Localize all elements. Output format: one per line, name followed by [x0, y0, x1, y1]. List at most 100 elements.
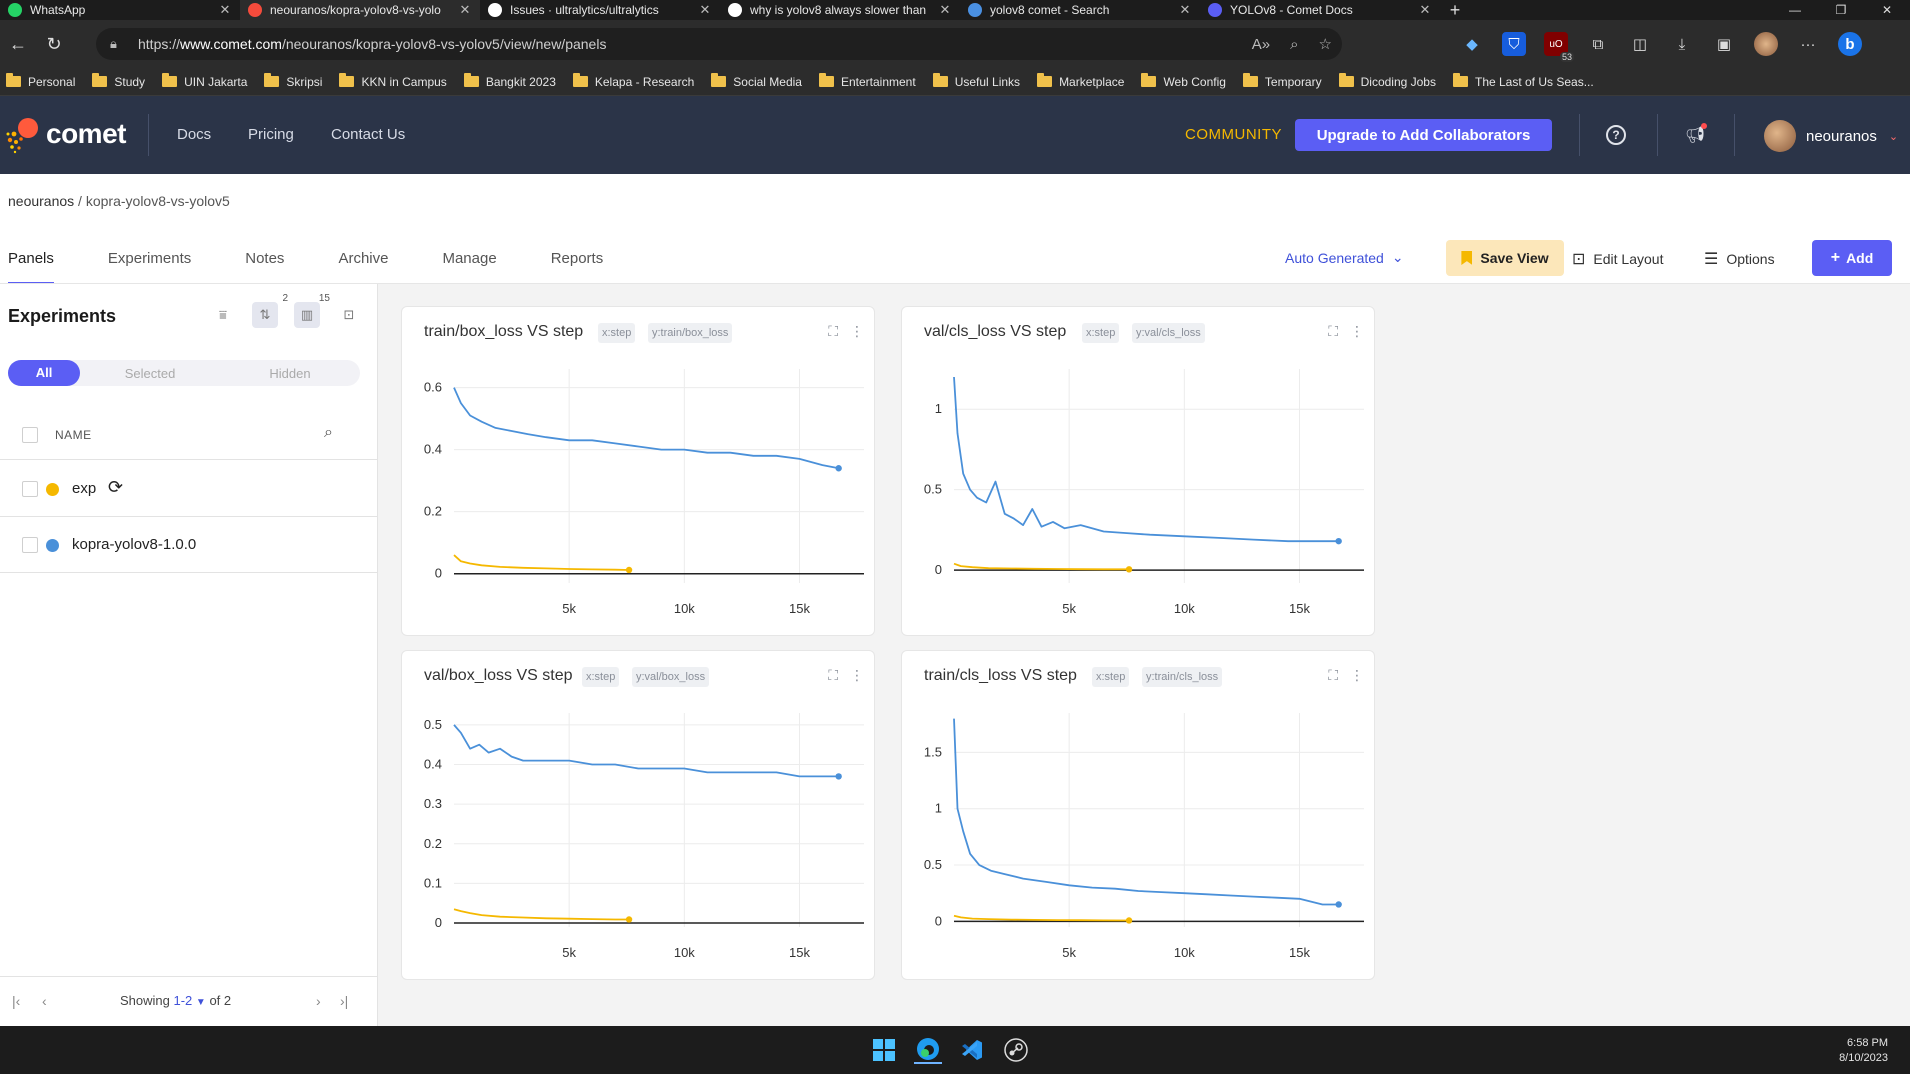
experiment-checkbox[interactable] [22, 481, 38, 497]
profile-avatar[interactable] [1754, 32, 1778, 56]
back-icon[interactable]: ← [9, 33, 27, 54]
close-icon[interactable]: ✕ [939, 2, 951, 17]
refresh-icon[interactable]: ↻ [46, 33, 62, 54]
bookmark-item[interactable]: KKN in Campus [339, 73, 447, 89]
bookmark-item[interactable]: Skripsi [264, 73, 322, 89]
experiment-row[interactable]: kopra-yolov8-1.0.0 [0, 517, 378, 573]
search-icon[interactable]: ⌕ [324, 424, 333, 441]
fullscreen-icon[interactable]: ⛶ [828, 323, 838, 339]
more-vertical-icon[interactable]: ⋮ [850, 323, 864, 339]
bookmark-item[interactable]: UIN Jakarta [162, 73, 247, 89]
first-page-icon[interactable]: |‹ [12, 993, 21, 1009]
bookmark-item[interactable]: Personal [6, 73, 75, 89]
tab-experiments[interactable]: Experiments [107, 250, 192, 267]
favorite-star-icon[interactable]: ☆ [1318, 36, 1332, 53]
more-vertical-icon[interactable]: ⋮ [1350, 323, 1364, 339]
bookmark-item[interactable]: Entertainment [818, 73, 916, 89]
fullscreen-icon[interactable]: ⛶ [828, 667, 838, 683]
bing-icon[interactable]: b [1838, 32, 1862, 56]
bookmark-item[interactable]: Marketplace [1037, 73, 1124, 89]
columns-icon[interactable]: ▥ 15 [294, 293, 330, 328]
prev-page-icon[interactable]: ‹ [42, 993, 47, 1009]
bookmark-item[interactable]: Temporary [1242, 73, 1322, 89]
community-link[interactable]: COMMUNITY [1185, 126, 1282, 143]
nav-docs[interactable]: Docs [177, 126, 212, 143]
close-icon[interactable]: ✕ [1179, 2, 1191, 17]
page-range-selector[interactable]: 1-2 [173, 993, 193, 1008]
comet-logo[interactable]: comet [6, 114, 126, 154]
minimize-icon[interactable]: — [1789, 3, 1801, 17]
announcements-icon[interactable]: 📢︎ [1683, 123, 1707, 147]
collections-icon[interactable]: ▣ [1716, 36, 1732, 53]
bookmark-item[interactable]: The Last of Us Seas... [1452, 73, 1594, 89]
close-icon[interactable]: ✕ [1419, 2, 1431, 17]
fullscreen-icon[interactable]: ⛶ [1328, 667, 1338, 683]
help-icon[interactable]: ? [1606, 125, 1626, 145]
save-view-button[interactable]: Save View [1446, 240, 1564, 276]
group-icon[interactable]: ⊡ [343, 307, 355, 322]
bitwarden-icon[interactable]: ⛉ [1502, 32, 1526, 56]
filter-all[interactable]: All [8, 360, 80, 386]
breadcrumb-workspace[interactable]: neouranos [8, 193, 75, 209]
more-vertical-icon[interactable]: ⋮ [1350, 667, 1364, 683]
extension-icon[interactable]: ◆ [1466, 36, 1478, 53]
vscode-icon[interactable] [958, 1036, 986, 1064]
options-button[interactable]: ☰ Options [1704, 249, 1775, 269]
more-vertical-icon[interactable]: ⋮ [850, 667, 864, 683]
add-button[interactable]: + Add [1812, 240, 1892, 276]
edge-icon[interactable] [914, 1036, 942, 1064]
bookmark-item[interactable]: Web Config [1141, 73, 1226, 89]
close-window-icon[interactable]: ✕ [1881, 3, 1893, 17]
close-icon[interactable]: ✕ [459, 2, 471, 17]
tab-reports[interactable]: Reports [550, 250, 604, 267]
close-icon[interactable]: ✕ [699, 2, 711, 17]
bookmark-item[interactable]: Dicoding Jobs [1338, 73, 1436, 89]
tab-manage[interactable]: Manage [442, 250, 497, 267]
read-aloud-icon[interactable]: A» [1251, 35, 1271, 53]
filter-hidden[interactable]: Hidden [269, 365, 311, 381]
experiment-name[interactable]: exp [72, 480, 97, 497]
user-menu[interactable]: neouranos ⌄ [1764, 120, 1898, 152]
filter-icon[interactable]: ⩸ [219, 307, 227, 322]
nav-contact-us[interactable]: Contact Us [331, 126, 406, 143]
extensions-puzzle-icon[interactable]: ⧉ [1592, 35, 1604, 53]
tab-panels[interactable]: Panels [8, 244, 54, 284]
browser-tab[interactable]: WhatsApp ✕ [0, 0, 240, 20]
bookmark-item[interactable]: Kelapa - Research [572, 73, 694, 89]
sort-icon[interactable]: ⇅ 2 [252, 293, 288, 328]
upgrade-button[interactable]: Upgrade to Add Collaborators [1295, 119, 1552, 151]
browser-tab[interactable]: Issues · ultralytics/ultralytics ✕ [480, 0, 720, 20]
restore-icon[interactable]: ❐ [1835, 3, 1847, 17]
fullscreen-icon[interactable]: ⛶ [1328, 323, 1338, 339]
browser-tab[interactable]: YOLOv8 - Comet Docs ✕ [1200, 0, 1440, 20]
nav-pricing[interactable]: Pricing [248, 126, 294, 143]
breadcrumb-project[interactable]: kopra-yolov8-vs-yolov5 [85, 193, 230, 209]
experiment-row[interactable]: exp ⟳ [0, 461, 378, 517]
browser-tab[interactable]: why is yolov8 always slower than ✕ [720, 0, 960, 20]
filter-selected[interactable]: Selected [124, 365, 176, 381]
split-screen-icon[interactable]: ◫ [1632, 36, 1648, 53]
windows-start-icon[interactable] [870, 1036, 898, 1064]
experiment-checkbox[interactable] [22, 537, 38, 553]
view-selector[interactable]: Auto Generated ⌄ [1285, 249, 1404, 266]
bookmark-item[interactable]: Social Media [711, 73, 802, 89]
edit-layout-button[interactable]: ⊡ Edit Layout [1572, 249, 1663, 269]
system-clock[interactable]: 6:58 PM 8/10/2023 [1839, 1036, 1888, 1066]
more-menu-icon[interactable]: ··· [1800, 35, 1816, 53]
last-page-icon[interactable]: ›| [340, 993, 349, 1009]
tab-archive[interactable]: Archive [338, 250, 389, 267]
zoom-icon[interactable]: ⌕ [1290, 35, 1299, 53]
bookmark-item[interactable]: Bangkit 2023 [463, 73, 556, 89]
new-tab-button[interactable]: + [1449, 0, 1461, 20]
bookmark-item[interactable]: Useful Links [932, 73, 1020, 89]
bookmark-item[interactable]: Study [92, 73, 145, 89]
close-icon[interactable]: ✕ [219, 2, 231, 17]
ublock-icon[interactable]: uO 53 [1544, 32, 1574, 62]
next-page-icon[interactable]: › [316, 993, 321, 1009]
select-all-checkbox[interactable] [22, 427, 38, 443]
downloads-icon[interactable]: ⤓ [1678, 35, 1686, 53]
browser-tab-active[interactable]: neouranos/kopra-yolov8-vs-yolo ✕ [240, 0, 480, 20]
steam-icon[interactable] [1002, 1036, 1030, 1064]
browser-tab[interactable]: yolov8 comet - Search ✕ [960, 0, 1200, 20]
url-field[interactable]: 🔒︎ https://www.comet.com/neouranos/kopra… [96, 28, 1342, 60]
